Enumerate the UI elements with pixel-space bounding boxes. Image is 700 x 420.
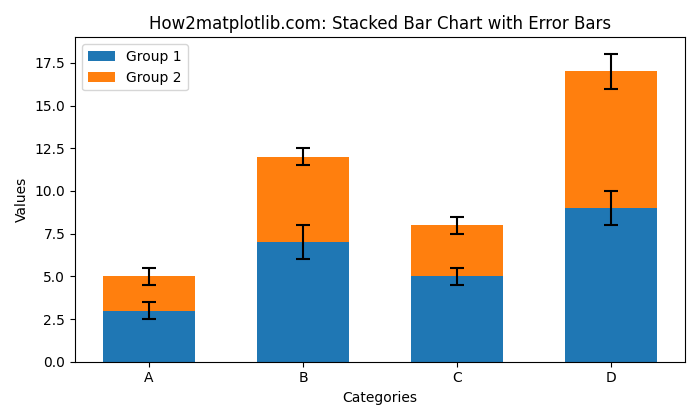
Bar bbox=[411, 276, 503, 362]
Bar bbox=[103, 276, 195, 310]
Title: How2matplotlib.com: Stacked Bar Chart with Error Bars: How2matplotlib.com: Stacked Bar Chart wi… bbox=[149, 15, 611, 33]
X-axis label: Categories: Categories bbox=[342, 391, 417, 405]
Bar bbox=[565, 208, 657, 362]
Bar bbox=[257, 242, 349, 362]
Bar bbox=[103, 310, 195, 362]
Y-axis label: Values: Values bbox=[15, 177, 29, 222]
Bar bbox=[565, 71, 657, 208]
Bar bbox=[257, 157, 349, 242]
Bar bbox=[411, 225, 503, 276]
Legend: Group 1, Group 2: Group 1, Group 2 bbox=[82, 44, 188, 90]
